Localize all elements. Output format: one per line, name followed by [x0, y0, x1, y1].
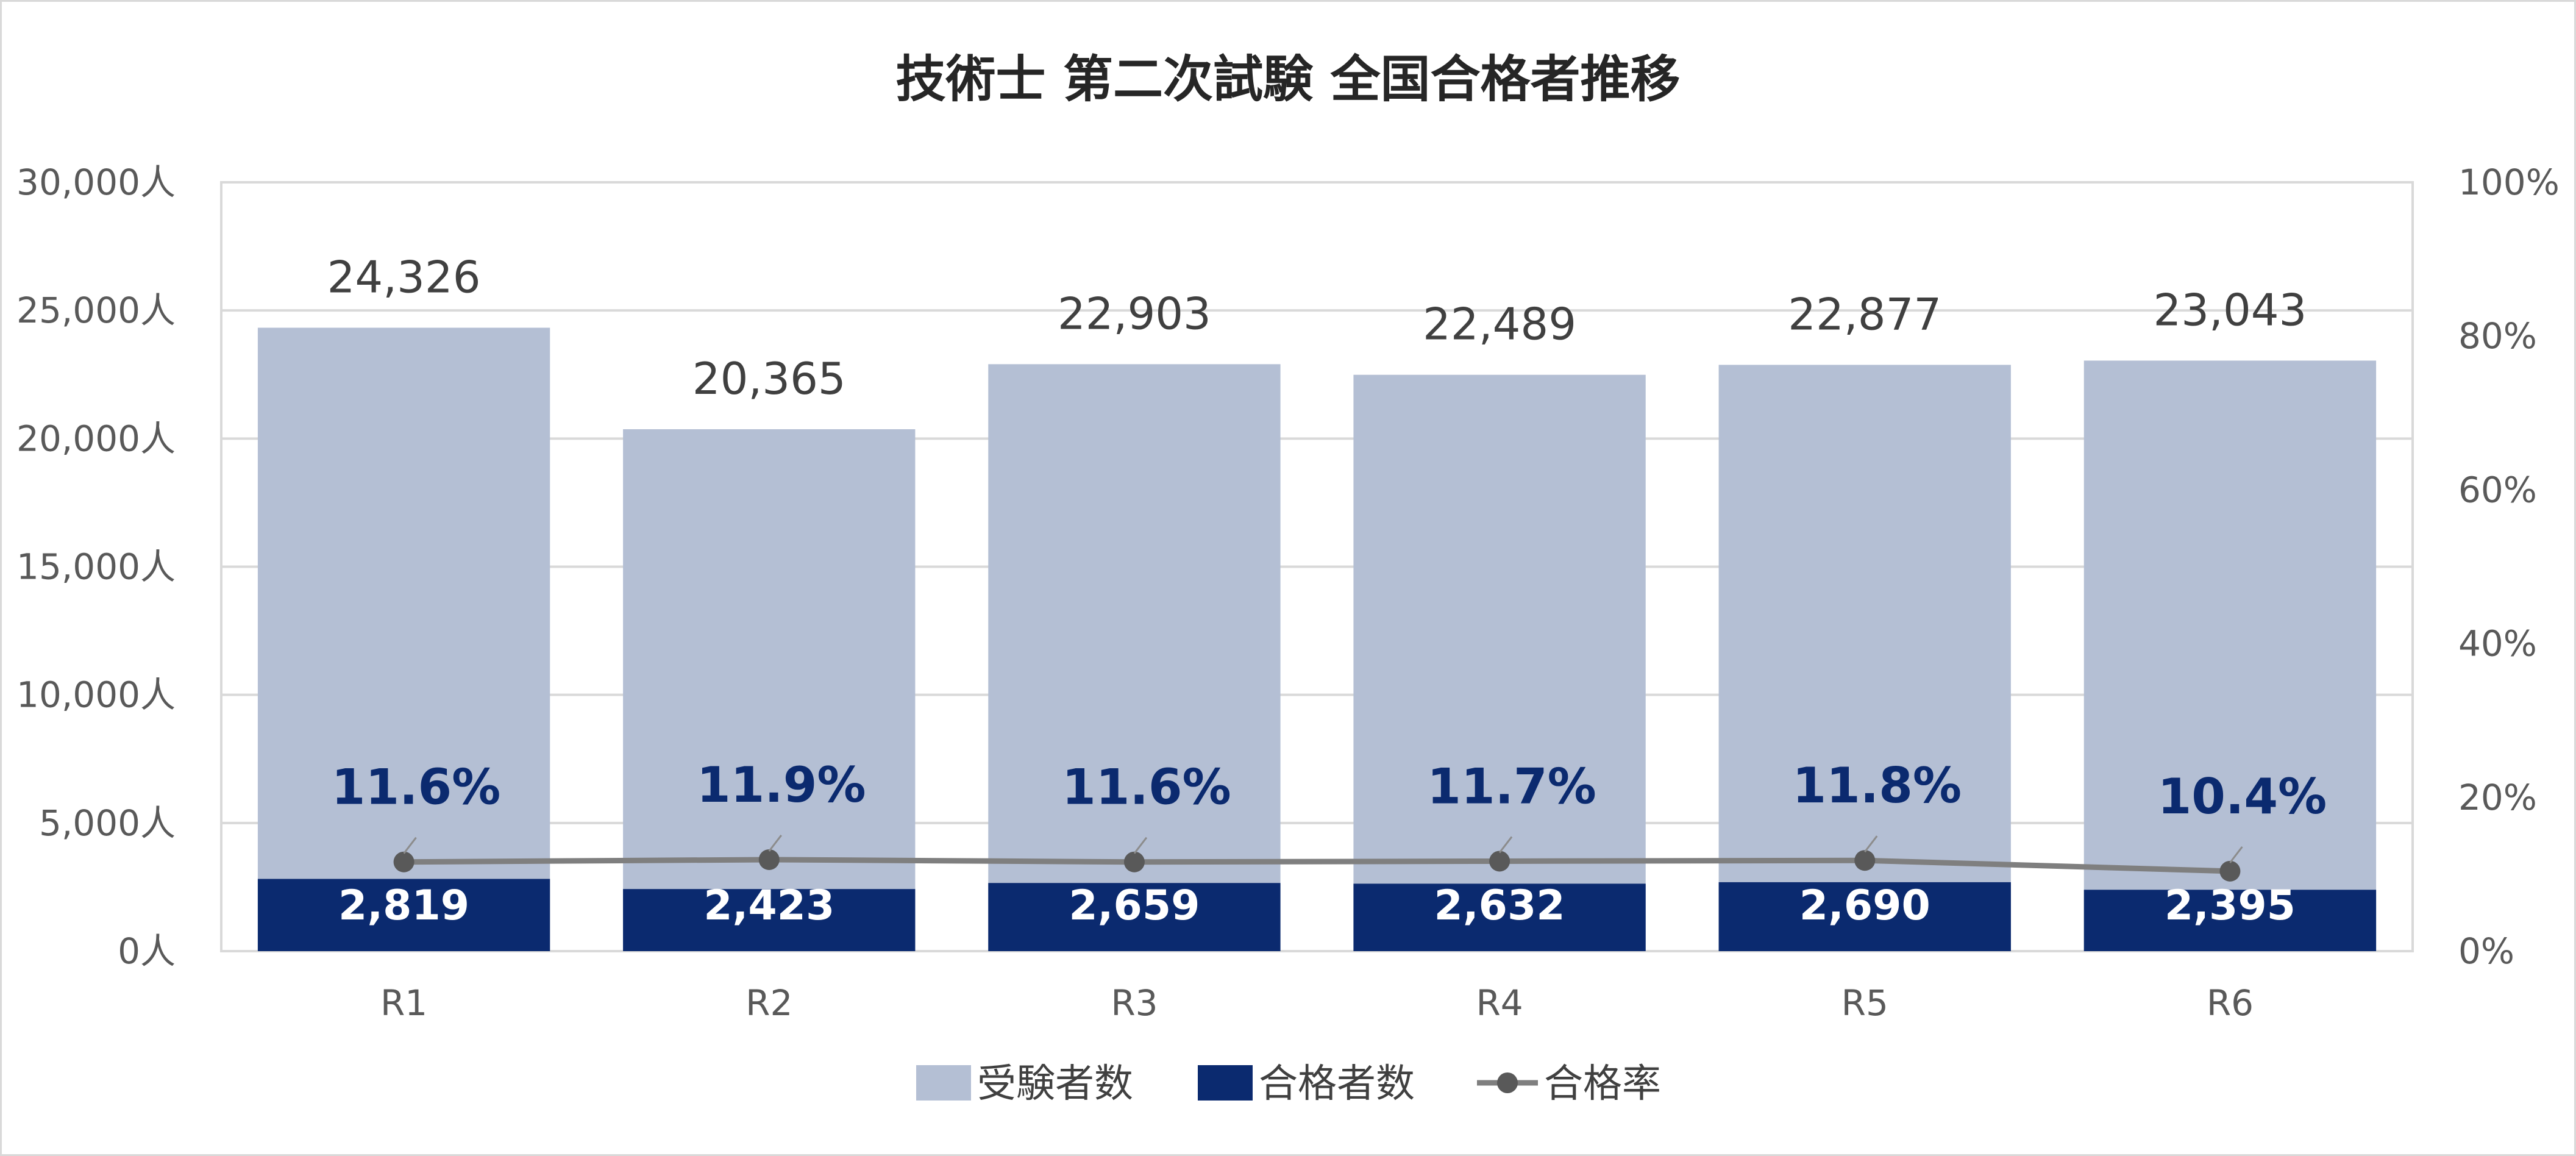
pass-rate-point — [1123, 851, 1145, 872]
y-right-tick-label: 100% — [2458, 162, 2560, 203]
examinees-bar — [623, 429, 916, 951]
passers-bar — [257, 879, 550, 951]
pass-rate-data-label: 11.7% — [1427, 758, 1596, 815]
pass-rate-leader-line — [768, 835, 782, 852]
passers-data-label: 2,423 — [703, 882, 834, 930]
pass-rate-leader-line — [403, 837, 417, 854]
passers-data-label: 2,659 — [1069, 882, 1200, 930]
x-tick-label: R6 — [2207, 982, 2254, 1024]
legend-label-pass-rate: 合格率 — [1544, 1061, 1661, 1107]
y-right-tick-label: 40% — [2458, 623, 2537, 665]
passers-data-label: 2,632 — [1434, 882, 1565, 930]
pass-rate-point — [1489, 851, 1510, 872]
passers-data-label: 2,690 — [1799, 882, 1930, 930]
y-left-tick-label: 5,000人 — [39, 802, 176, 844]
passers-data-label: 2,819 — [338, 882, 469, 930]
examinees-data-label: 24,326 — [327, 251, 481, 302]
pass-rate-data-label: 11.8% — [1792, 757, 1962, 814]
passers-bar — [623, 889, 916, 951]
pass-rate-point — [393, 851, 415, 872]
legend-swatch-pass-rate-marker — [1497, 1072, 1518, 1093]
pass-rate-leader-line — [1498, 836, 1513, 854]
pass-rate-line — [404, 857, 2230, 874]
pass-rate-data-label: 11.9% — [697, 757, 866, 813]
examinees-data-label: 23,043 — [2153, 284, 2307, 335]
x-tick-label: R3 — [1111, 982, 1158, 1024]
x-tick-label: R2 — [745, 982, 792, 1024]
pass-rate-leader-line — [1133, 837, 1148, 854]
y-right-tick-label: 20% — [2458, 777, 2537, 818]
bars-layer — [257, 327, 2377, 951]
y-left-tick-label: 15,000人 — [16, 546, 176, 588]
pass-rate-data-label: 10.4% — [2158, 768, 2327, 825]
pass-rate-point — [2219, 860, 2241, 882]
pass-rate-leader-line — [2229, 846, 2243, 863]
examinees-data-label: 22,489 — [1423, 299, 1576, 350]
examinees-bar — [2083, 360, 2377, 951]
legend-label-examinees: 受験者数 — [977, 1061, 1133, 1107]
legend-swatch-examinees — [916, 1065, 971, 1101]
passers-bar — [2083, 890, 2377, 951]
x-tick-label: R5 — [1841, 982, 1888, 1024]
examinees-bar — [257, 327, 550, 951]
pass-rate-leader-line — [1864, 835, 1878, 853]
y-right-tick-label: 60% — [2458, 469, 2537, 510]
y-right-tick-label: 80% — [2458, 315, 2537, 357]
y-left-tick-label: 30,000人 — [16, 162, 176, 203]
passers-bar — [1718, 882, 2011, 951]
y-left-tick-label: 20,000人 — [16, 418, 176, 459]
y-left-tick-label: 25,000人 — [16, 290, 176, 331]
passers-bar — [988, 883, 1281, 951]
examinees-data-label: 22,877 — [1788, 288, 1941, 340]
passers-bar — [1353, 883, 1646, 951]
chart-title: 技術士 第二次試験 全国合格者推移 — [895, 51, 1680, 109]
grid-layer — [220, 181, 2414, 952]
legend: 受験者数 合格者数 合格率 — [916, 1061, 1661, 1107]
legend-label-passers: 合格者数 — [1259, 1061, 1415, 1107]
axes-layer: 0人 5,000人 10,000人 15,000人 20,000人 25,000人 30,0… — [16, 162, 2560, 1024]
x-tick-label: R4 — [1476, 982, 1523, 1024]
pass-rate-point — [758, 849, 780, 870]
legend-swatch-passers — [1198, 1065, 1253, 1101]
y-right-tick-label: 0% — [2458, 930, 2514, 972]
examinees-data-label: 20,365 — [692, 353, 846, 404]
pass-rate-data-label: 11.6% — [1062, 759, 1231, 816]
data-labels-layer: 24,326 20,365 22,903 22,489 22,877 23,043 2,81… — [327, 251, 2327, 930]
examinees-data-label: 22,903 — [1058, 288, 1211, 339]
passers-data-label: 2,395 — [2165, 882, 2296, 930]
pass-rate-point — [1854, 850, 1876, 871]
y-left-tick-label: 10,000人 — [16, 674, 176, 716]
rate-line-layer — [393, 849, 2241, 882]
pass-rate-data-label: 11.6% — [332, 759, 501, 816]
x-tick-label: R1 — [380, 982, 427, 1024]
y-left-tick-label: 0人 — [118, 930, 176, 972]
